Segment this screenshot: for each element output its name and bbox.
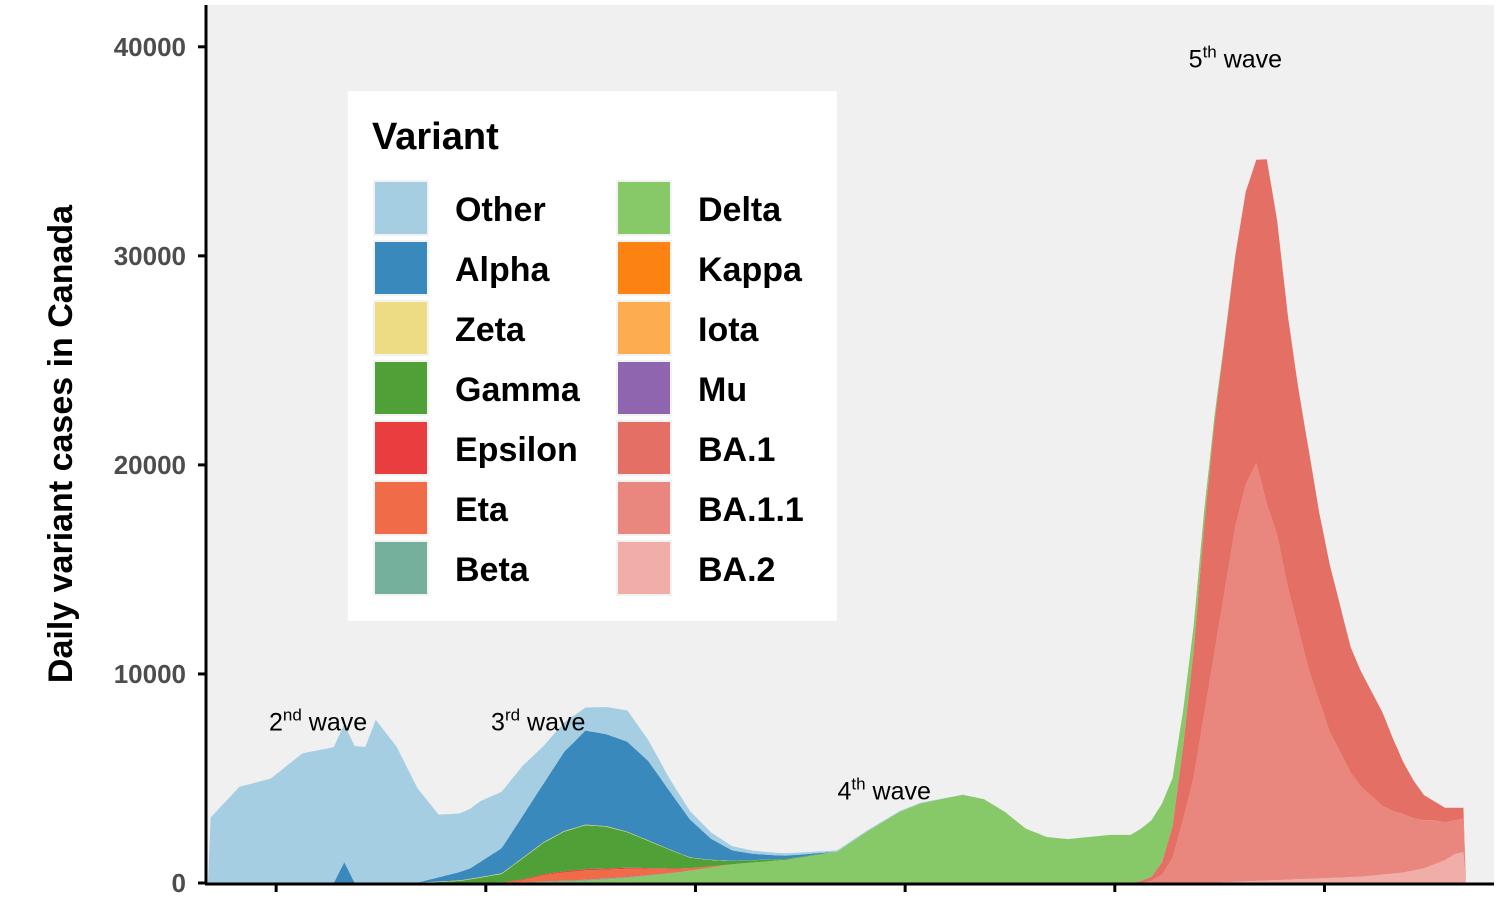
legend-key-other: [373, 180, 429, 236]
wave-annotation: 4th wave: [837, 774, 930, 805]
wave-annotation: 2nd wave: [269, 705, 367, 736]
legend-label: Delta: [698, 191, 782, 229]
series-area-ba-1-1: [208, 462, 1466, 883]
legend-key-mu: [616, 360, 672, 416]
legend-label: Gamma: [455, 371, 581, 409]
legend-label: Kappa: [698, 251, 803, 289]
legend-key-zeta: [373, 300, 429, 356]
series-layer: [208, 159, 1466, 884]
series-area-ba-1: [208, 159, 1466, 884]
legend-key-eta: [373, 480, 429, 536]
legend: Variant Other Alpha Zeta Gamma Epsilon Eta Bet…: [348, 91, 837, 621]
legend-key-iota: [616, 300, 672, 356]
legend-label: Epsilon: [455, 431, 578, 469]
legend-key-epsilon: [373, 420, 429, 476]
legend-key-ba-1-1: [616, 480, 672, 536]
y-tick-label: 40000: [114, 32, 186, 62]
legend-key-alpha: [373, 240, 429, 296]
y-tick-label: 0: [172, 868, 186, 898]
y-tick-label: 10000: [114, 659, 186, 689]
legend-label: Mu: [698, 371, 747, 409]
legend-key-kappa: [616, 240, 672, 296]
y-tick-label: 20000: [114, 450, 186, 480]
legend-label: Alpha: [455, 251, 551, 289]
legend-label: BA.1.1: [698, 491, 804, 529]
legend-label: Beta: [455, 551, 530, 589]
legend-box: [348, 91, 837, 621]
series-area-other: [208, 159, 1466, 884]
y-axis-label: Daily variant cases in Canada: [42, 204, 80, 683]
legend-label: BA.1: [698, 431, 775, 469]
wave-annotation: 5th wave: [1189, 43, 1282, 74]
legend-key-ba-1: [616, 420, 672, 476]
legend-label: Iota: [698, 311, 760, 349]
legend-key-delta: [616, 180, 672, 236]
axes: 0 10000 20000 30000 40000: [114, 5, 1494, 898]
legend-key-beta: [373, 540, 429, 596]
series-area-ba-2: [208, 852, 1466, 883]
legend-key-gamma: [373, 360, 429, 416]
legend-label: Other: [455, 191, 546, 229]
legend-label: Eta: [455, 491, 509, 529]
legend-label: Zeta: [455, 311, 526, 349]
wave-annotation: 3rd wave: [491, 705, 585, 736]
legend-key-ba-2: [616, 540, 672, 596]
legend-label: BA.2: [698, 551, 775, 589]
legend-title: Variant: [372, 116, 499, 158]
y-tick-label: 30000: [114, 241, 186, 271]
annotations: 2nd wave 3rd wave 4th wave 5th wave: [269, 43, 1282, 806]
